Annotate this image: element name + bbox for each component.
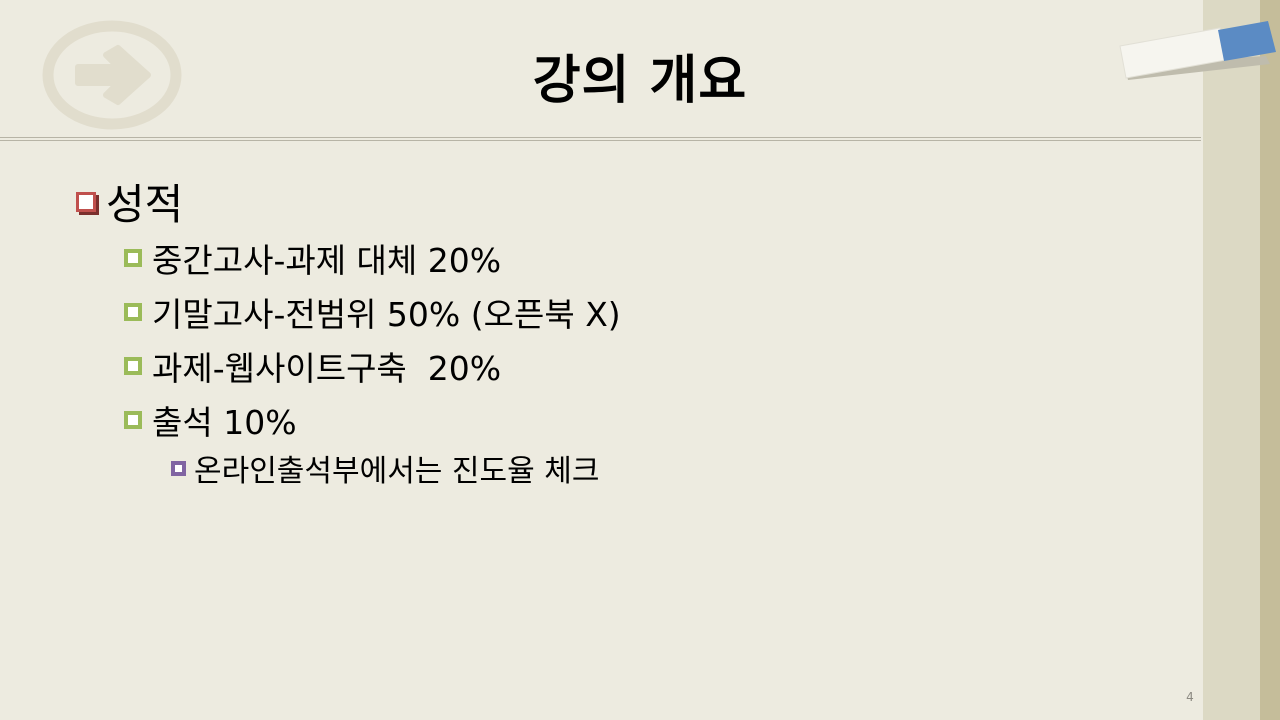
page-number: 4 — [1186, 690, 1194, 704]
square-bullet-icon — [124, 249, 142, 267]
list-item-text: 과제-웹사이트구축 20% — [152, 349, 502, 388]
list-item: 과제-웹사이트구축 20% — [124, 342, 501, 390]
heading-text: 성적 — [106, 180, 184, 229]
title-divider — [0, 137, 1201, 138]
title-divider-secondary — [0, 140, 1201, 141]
arrow-circle-icon — [42, 20, 182, 130]
square-bullet-icon — [124, 357, 142, 375]
list-item: 중간고사-과제 대체 20% — [124, 234, 501, 282]
pencil-eraser-icon — [1119, 21, 1276, 80]
square-bullet-icon — [124, 303, 142, 321]
list-item-text: 기말고사-전범위 50% (오픈북 X) — [152, 295, 621, 334]
side-strip-dark — [1260, 0, 1280, 720]
square-bullet-icon — [76, 191, 96, 212]
square-bullet-icon — [171, 460, 186, 476]
sub-list-item-text: 온라인출석부에서는 진도율 체크 — [194, 454, 600, 489]
sub-list-item: 온라인출석부에서는 진도율 체크 — [171, 446, 599, 490]
slide-title: 강의 개요 — [532, 51, 748, 111]
square-bullet-icon — [124, 411, 142, 429]
list-item-text: 중간고사-과제 대체 20% — [152, 241, 502, 280]
outline-heading: 성적 — [76, 171, 183, 232]
list-item: 기말고사-전범위 50% (오픈북 X) — [124, 288, 621, 336]
list-item: 출석 10% — [124, 396, 297, 444]
side-strip-light — [1203, 0, 1260, 720]
list-item-text: 출석 10% — [152, 403, 297, 442]
